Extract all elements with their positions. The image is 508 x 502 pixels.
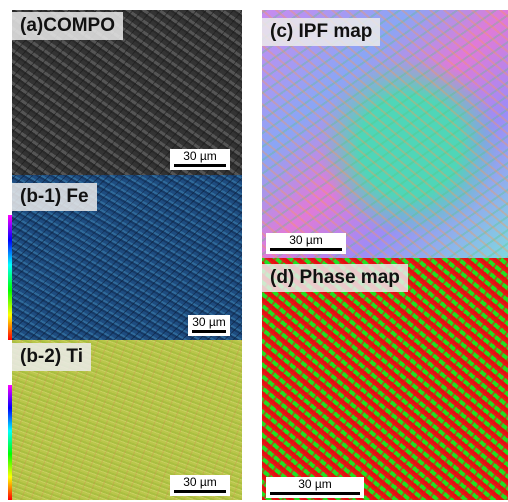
scale-bar-label: 30 µm [174,476,226,489]
scale-bar: 30 µm [188,315,230,336]
scale-bar-label: 30 µm [270,478,360,491]
phase-map: (d) Phase map 30 µm [262,258,508,500]
scale-bar-label: 30 µm [192,316,226,329]
panel-label: (a)COMPO [12,12,123,40]
scale-bar: 30 µm [266,477,364,498]
figure: (a)COMPO 30 µm (b-1) Fe 30 µm (b-2) Ti 3… [0,0,508,502]
compo-image: (a)COMPO 30 µm [12,10,242,175]
scale-bar-label: 30 µm [270,234,342,247]
scale-bar: 30 µm [266,233,346,254]
scale-bar-label: 30 µm [174,150,226,163]
scale-bar: 30 µm [170,475,230,496]
ipf-map: (c) IPF map 30 µm [262,10,508,258]
ti-map: (b-2) Ti 30 µm [12,340,242,500]
panel-label: (c) IPF map [262,18,380,46]
scale-bar: 30 µm [170,149,230,170]
panel-label: (b-2) Ti [12,343,91,371]
fe-map: (b-1) Fe 30 µm [12,175,242,340]
panel-label: (d) Phase map [262,264,408,292]
panel-label: (b-1) Fe [12,183,97,211]
